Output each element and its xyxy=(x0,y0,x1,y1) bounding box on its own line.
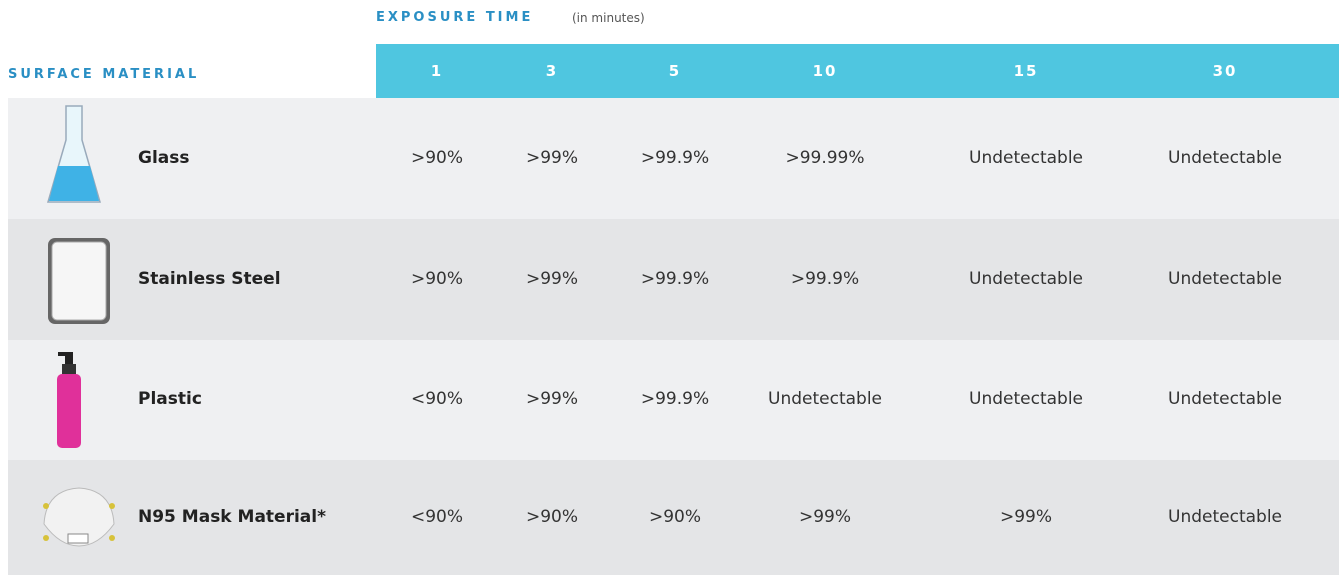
table-cell: Undetectable xyxy=(735,389,915,409)
table-cell: >99.99% xyxy=(735,148,915,168)
material-name: N95 Mask Material* xyxy=(138,507,326,527)
table-cell: Undetectable xyxy=(1135,148,1315,168)
column-header: 15 xyxy=(966,44,1086,98)
table-cell: >99% xyxy=(735,507,915,527)
exposure-unit: (in minutes) xyxy=(572,11,645,25)
column-header: 30 xyxy=(1165,44,1285,98)
surface-label: SURFACE MATERIAL xyxy=(8,67,199,82)
page: EXPOSURE TIME (in minutes) SURFACE MATER… xyxy=(0,0,1339,575)
column-header: 10 xyxy=(765,44,885,98)
column-header: 3 xyxy=(492,44,612,98)
column-header: 1 xyxy=(377,44,497,98)
table-cell: >99.9% xyxy=(735,269,915,289)
table-cell: Undetectable xyxy=(936,269,1116,289)
table-cell: Undetectable xyxy=(1135,507,1315,527)
table-cell: >99% xyxy=(936,507,1116,527)
material-name: Plastic xyxy=(138,389,202,409)
material-name: Glass xyxy=(138,148,190,168)
table-cell: Undetectable xyxy=(1135,269,1315,289)
table-cell: Undetectable xyxy=(936,389,1116,409)
table-cell: Undetectable xyxy=(1135,389,1315,409)
bottle-icon xyxy=(54,350,84,450)
material-name: Stainless Steel xyxy=(138,269,281,289)
flask-icon xyxy=(46,104,102,208)
column-header: 5 xyxy=(615,44,735,98)
tray-icon xyxy=(46,236,112,326)
exposure-label: EXPOSURE TIME xyxy=(376,10,533,25)
table-cell: Undetectable xyxy=(936,148,1116,168)
mask-icon xyxy=(38,484,120,550)
